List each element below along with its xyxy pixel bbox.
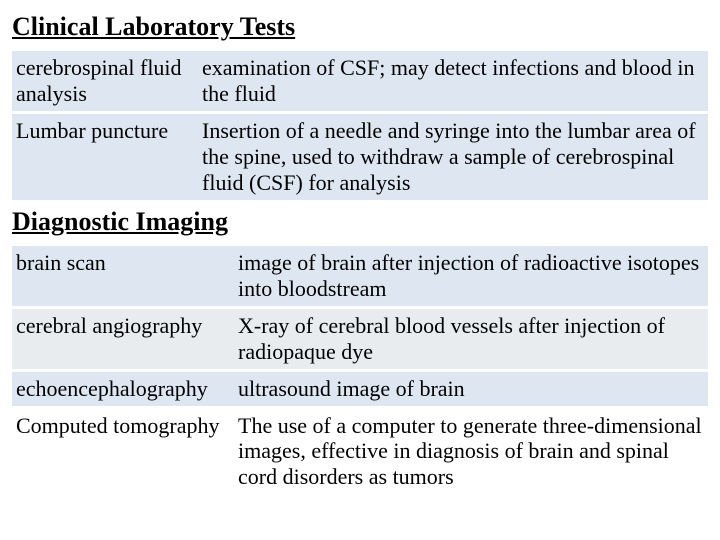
desc-cell: Insertion of a needle and syringe into t… [198, 114, 708, 200]
section-heading-imaging: Diagnostic Imaging [12, 207, 708, 237]
table-row: Computed tomography The use of a compute… [12, 409, 708, 495]
table-row: Lumbar puncture Insertion of a needle an… [12, 114, 708, 200]
term-cell: cerebral angiography [12, 309, 234, 369]
imaging-table: brain scan image of brain after injectio… [12, 243, 708, 498]
desc-cell: The use of a computer to generate three-… [234, 409, 708, 495]
term-cell: Computed tomography [12, 409, 234, 495]
section-heading-clinical: Clinical Laboratory Tests [12, 12, 708, 42]
term-cell: echoencephalography [12, 372, 234, 406]
table-row: brain scan image of brain after injectio… [12, 246, 708, 306]
term-cell: cerebrospinal fluid analysis [12, 51, 198, 111]
desc-cell: X-ray of cerebral blood vessels after in… [234, 309, 708, 369]
table-row: echoencephalography ultrasound image of … [12, 372, 708, 406]
desc-cell: ultrasound image of brain [234, 372, 708, 406]
table-row: cerebrospinal fluid analysis examination… [12, 51, 708, 111]
term-cell: Lumbar puncture [12, 114, 198, 200]
table-row: cerebral angiography X-ray of cerebral b… [12, 309, 708, 369]
desc-cell: examination of CSF; may detect infection… [198, 51, 708, 111]
desc-cell: image of brain after injection of radioa… [234, 246, 708, 306]
clinical-table: cerebrospinal fluid analysis examination… [12, 48, 708, 203]
term-cell: brain scan [12, 246, 234, 306]
